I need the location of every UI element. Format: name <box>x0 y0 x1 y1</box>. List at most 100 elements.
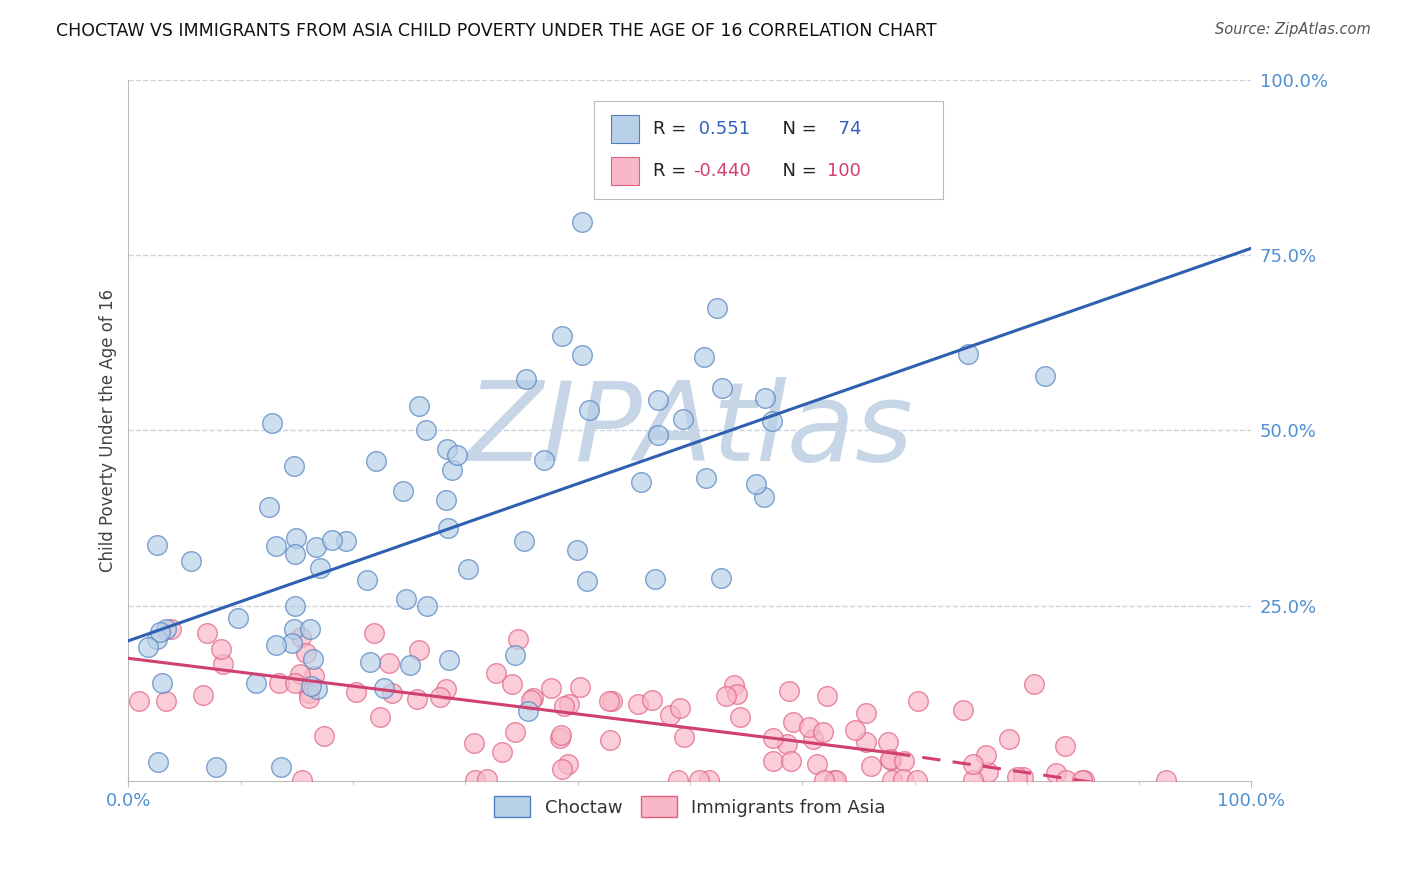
Point <box>517 704 540 718</box>
Point <box>714 689 737 703</box>
Point <box>571 348 593 362</box>
Point <box>997 731 1019 746</box>
Point <box>408 399 430 413</box>
FancyBboxPatch shape <box>595 101 942 199</box>
Point <box>780 754 803 768</box>
Bar <box>612 115 640 143</box>
Point <box>284 531 307 545</box>
Point <box>284 599 307 614</box>
Point <box>627 697 650 711</box>
Point <box>290 630 312 644</box>
Point <box>815 689 838 703</box>
Point <box>257 500 280 514</box>
Point <box>644 572 666 586</box>
Point <box>728 709 751 723</box>
Point <box>855 706 877 721</box>
Point <box>260 416 283 430</box>
Point <box>501 677 523 691</box>
Point <box>519 693 541 707</box>
Point <box>558 697 581 711</box>
Point <box>891 772 914 786</box>
Point <box>283 622 305 636</box>
Point <box>599 732 621 747</box>
Point <box>302 668 325 682</box>
Point <box>540 681 562 695</box>
Point <box>415 599 437 613</box>
Point <box>429 690 451 705</box>
Point <box>952 703 974 717</box>
Point <box>305 540 328 554</box>
Point <box>551 329 574 343</box>
Point <box>880 773 903 788</box>
Point <box>226 611 249 625</box>
Point <box>723 678 745 692</box>
Point <box>762 754 785 768</box>
Point <box>1054 773 1077 788</box>
Point <box>437 653 460 667</box>
Point <box>368 710 391 724</box>
Point <box>195 626 218 640</box>
Point <box>905 773 928 788</box>
Point <box>706 301 728 316</box>
Point <box>312 729 335 743</box>
Point <box>284 676 307 690</box>
Point <box>806 757 828 772</box>
Point <box>209 642 232 657</box>
Text: N =: N = <box>770 120 823 138</box>
Point <box>1045 765 1067 780</box>
Y-axis label: Child Poverty Under the Age of 16: Child Poverty Under the Age of 16 <box>100 289 117 572</box>
Point <box>778 684 800 698</box>
Point <box>264 539 287 553</box>
Point <box>204 760 226 774</box>
Point <box>551 763 574 777</box>
Point <box>1022 677 1045 691</box>
Point <box>907 694 929 708</box>
Point <box>267 676 290 690</box>
Point <box>290 667 312 681</box>
Point <box>725 687 748 701</box>
Point <box>880 753 903 767</box>
Point <box>415 423 437 437</box>
Point <box>879 752 901 766</box>
Point <box>457 562 479 576</box>
Point <box>647 393 669 408</box>
Point <box>567 542 589 557</box>
Point <box>548 731 571 746</box>
Point <box>128 694 150 708</box>
Point <box>844 723 866 737</box>
Point <box>776 737 799 751</box>
Point <box>485 666 508 681</box>
Point <box>797 720 820 734</box>
Text: N =: N = <box>770 162 823 180</box>
Bar <box>612 157 640 186</box>
Point <box>1053 739 1076 753</box>
Point <box>647 427 669 442</box>
Point <box>974 747 997 762</box>
Text: 0.551: 0.551 <box>693 120 751 138</box>
Point <box>688 773 710 788</box>
Point <box>859 759 882 773</box>
Point <box>962 757 984 772</box>
Point <box>321 533 343 548</box>
Point <box>630 475 652 489</box>
Point <box>298 691 321 706</box>
Point <box>136 640 159 655</box>
Point <box>673 731 696 745</box>
Point <box>395 591 418 606</box>
Point <box>977 765 1000 780</box>
Point <box>264 638 287 652</box>
Point <box>307 681 329 696</box>
Text: CHOCTAW VS IMMIGRANTS FROM ASIA CHILD POVERTY UNDER THE AGE OF 16 CORRELATION CH: CHOCTAW VS IMMIGRANTS FROM ASIA CHILD PO… <box>56 22 936 40</box>
Point <box>962 773 984 788</box>
Point <box>364 454 387 468</box>
Point <box>363 626 385 640</box>
Point <box>149 625 172 640</box>
Point <box>298 686 321 700</box>
Point <box>550 728 572 742</box>
Point <box>381 686 404 700</box>
Point <box>754 391 776 405</box>
Point <box>553 698 575 713</box>
Point <box>475 772 498 786</box>
Point <box>503 648 526 663</box>
Point <box>434 492 457 507</box>
